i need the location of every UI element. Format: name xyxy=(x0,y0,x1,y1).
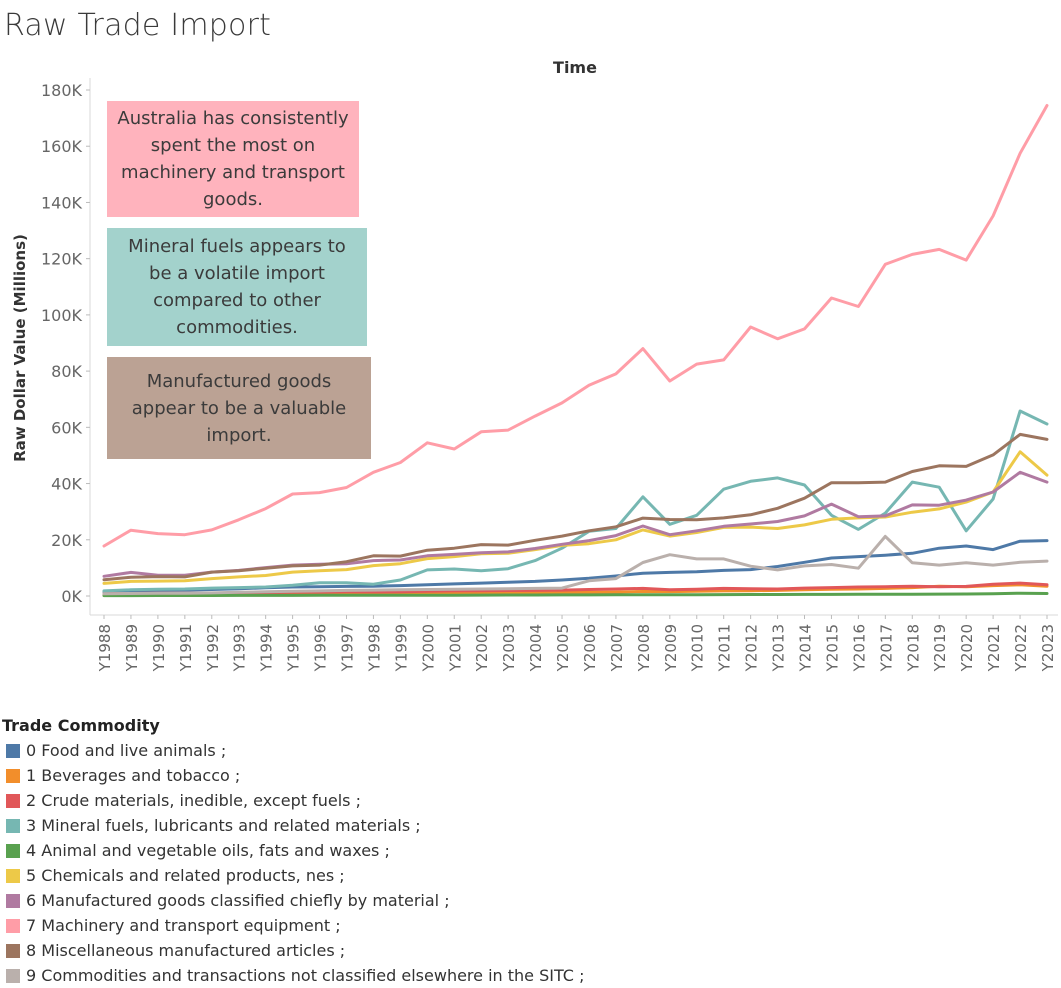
legend-label: 4 Animal and vegetable oils, fats and wa… xyxy=(26,841,390,860)
series-lines xyxy=(102,104,1049,598)
x-tick-label: Y2020 xyxy=(958,624,976,672)
line-chart: 0K 20K 40K 60K 80K 100K 120K 140K 160K 180K Y1988… xyxy=(41,78,1058,672)
x-tick-label: Y2021 xyxy=(985,624,1003,672)
legend-item[interactable]: 9 Commodities and transactions not class… xyxy=(2,963,584,988)
legend-label: 5 Chemicals and related products, nes ; xyxy=(26,866,345,885)
x-tick-label: Y2022 xyxy=(1012,624,1030,672)
x-tick-label: Y1993 xyxy=(231,624,249,672)
x-tick-label: Y2014 xyxy=(797,624,815,672)
legend-label: 9 Commodities and transactions not class… xyxy=(26,966,585,985)
legend-title: Trade Commodity xyxy=(2,716,160,735)
legend-item[interactable]: 8 Miscellaneous manufactured articles ; xyxy=(2,938,584,963)
legend-swatch xyxy=(6,868,20,883)
y-tick-label: 140K xyxy=(41,193,83,212)
legend: Trade Commodity 0 Food and live animals … xyxy=(2,716,584,988)
legend-swatch xyxy=(6,893,20,908)
series-line-4 xyxy=(102,591,1049,598)
annotation-mineral-fuels: Mineral fuels appears to be a volatile i… xyxy=(107,228,367,346)
x-tick-label: Y2001 xyxy=(446,624,464,672)
legend-item[interactable]: 4 Animal and vegetable oils, fats and wa… xyxy=(2,838,584,863)
x-tick-label: Y1998 xyxy=(365,624,383,672)
y-tick-label: 80K xyxy=(51,362,82,381)
y-tick-label: 20K xyxy=(51,531,82,550)
legend-swatch xyxy=(6,943,20,958)
x-tick-label: Y2015 xyxy=(823,624,841,672)
y-tick-label: 160K xyxy=(41,137,83,156)
legend-item[interactable]: 1 Beverages and tobacco ; xyxy=(2,763,584,788)
legend-label: 8 Miscellaneous manufactured articles ; xyxy=(26,941,346,960)
y-tick-label: 60K xyxy=(51,418,82,437)
annotation-manufactured-goods: Manufactured goods appear to be a valuab… xyxy=(107,357,371,459)
x-tick-label: Y1996 xyxy=(312,624,330,672)
legend-item[interactable]: 7 Machinery and transport equipment ; xyxy=(2,913,584,938)
x-tick-label: Y1994 xyxy=(258,624,276,672)
y-tick-label: 0K xyxy=(61,587,82,606)
legend-swatch xyxy=(6,843,20,858)
x-tick-label: Y2013 xyxy=(770,624,788,672)
x-tick-label: Y2007 xyxy=(608,624,626,672)
x-tick-label: Y2018 xyxy=(904,624,922,672)
x-tick-label: Y1992 xyxy=(204,624,222,672)
x-axis-ticks: Y1988 Y1989 Y1990 Y1991 Y1992 Y1993 Y1994 Y1995… xyxy=(96,615,1057,672)
legend-item[interactable]: 6 Manufactured goods classified chiefly … xyxy=(2,888,584,913)
x-tick-label: Y1999 xyxy=(392,624,410,672)
legend-swatch xyxy=(6,968,20,983)
x-tick-label: Y2008 xyxy=(635,624,653,672)
x-tick-label: Y1989 xyxy=(123,624,141,672)
x-tick-label: Y2010 xyxy=(689,624,707,672)
x-tick-label: Y2017 xyxy=(877,624,895,672)
chart-gridlines xyxy=(89,78,1058,616)
y-axis-ticks: 0K 20K 40K 60K 80K 100K 120K 140K 160K 180K xyxy=(41,81,90,606)
series-line-7 xyxy=(102,104,1049,548)
x-tick-label: Y2023 xyxy=(1039,624,1057,672)
y-tick-label: 100K xyxy=(41,306,83,325)
legend-swatch xyxy=(6,743,20,758)
legend-label: 2 Crude materials, inedible, except fuel… xyxy=(26,791,361,810)
legend-items: 0 Food and live animals ; 1 Beverages and… xyxy=(2,738,584,988)
legend-item[interactable]: 5 Chemicals and related products, nes ; xyxy=(2,863,584,888)
legend-swatch xyxy=(6,793,20,808)
legend-item[interactable]: 0 Food and live animals ; xyxy=(2,738,584,763)
legend-item[interactable]: 3 Mineral fuels, lubricants and related … xyxy=(2,813,584,838)
x-tick-label: Y2002 xyxy=(473,624,491,672)
annotation-machinery: Australia has consistently spent the mos… xyxy=(107,101,359,217)
x-tick-label: Y2005 xyxy=(554,624,572,672)
y-tick-label: 120K xyxy=(41,250,83,269)
x-tick-label: Y2011 xyxy=(716,624,734,672)
legend-label: 7 Machinery and transport equipment ; xyxy=(26,916,341,935)
x-tick-label: Y2004 xyxy=(527,624,545,672)
page-title: Raw Trade Import xyxy=(4,8,272,43)
x-tick-label: Y1995 xyxy=(285,624,303,672)
legend-label: 6 Manufactured goods classified chiefly … xyxy=(26,891,450,910)
x-tick-label: Y2019 xyxy=(931,624,949,672)
legend-label: 1 Beverages and tobacco ; xyxy=(26,766,241,785)
x-tick-label: Y2006 xyxy=(581,624,599,672)
y-tick-label: 40K xyxy=(51,475,82,494)
x-tick-label: Y2012 xyxy=(743,624,761,672)
legend-swatch xyxy=(6,768,20,783)
series-line-8 xyxy=(102,432,1049,582)
x-tick-label: Y1990 xyxy=(150,624,168,672)
x-tick-label: Y1991 xyxy=(177,624,195,672)
x-tick-label: Y2009 xyxy=(662,624,680,672)
legend-label: 0 Food and live animals ; xyxy=(26,741,227,760)
legend-label: 3 Mineral fuels, lubricants and related … xyxy=(26,816,421,835)
x-tick-label: Y2003 xyxy=(500,624,518,672)
x-tick-label: Y2016 xyxy=(850,624,868,672)
legend-item[interactable]: 2 Crude materials, inedible, except fuel… xyxy=(2,788,584,813)
x-tick-label: Y1988 xyxy=(96,624,114,672)
legend-swatch xyxy=(6,918,20,933)
legend-swatch xyxy=(6,818,20,833)
series-line-9 xyxy=(102,534,1049,596)
y-tick-label: 180K xyxy=(41,81,83,100)
series-line-5 xyxy=(102,450,1049,585)
x-axis-title: Time xyxy=(553,58,597,77)
x-tick-label: Y2000 xyxy=(419,624,437,672)
series-line-3 xyxy=(102,409,1049,593)
x-tick-label: Y1997 xyxy=(338,624,356,672)
